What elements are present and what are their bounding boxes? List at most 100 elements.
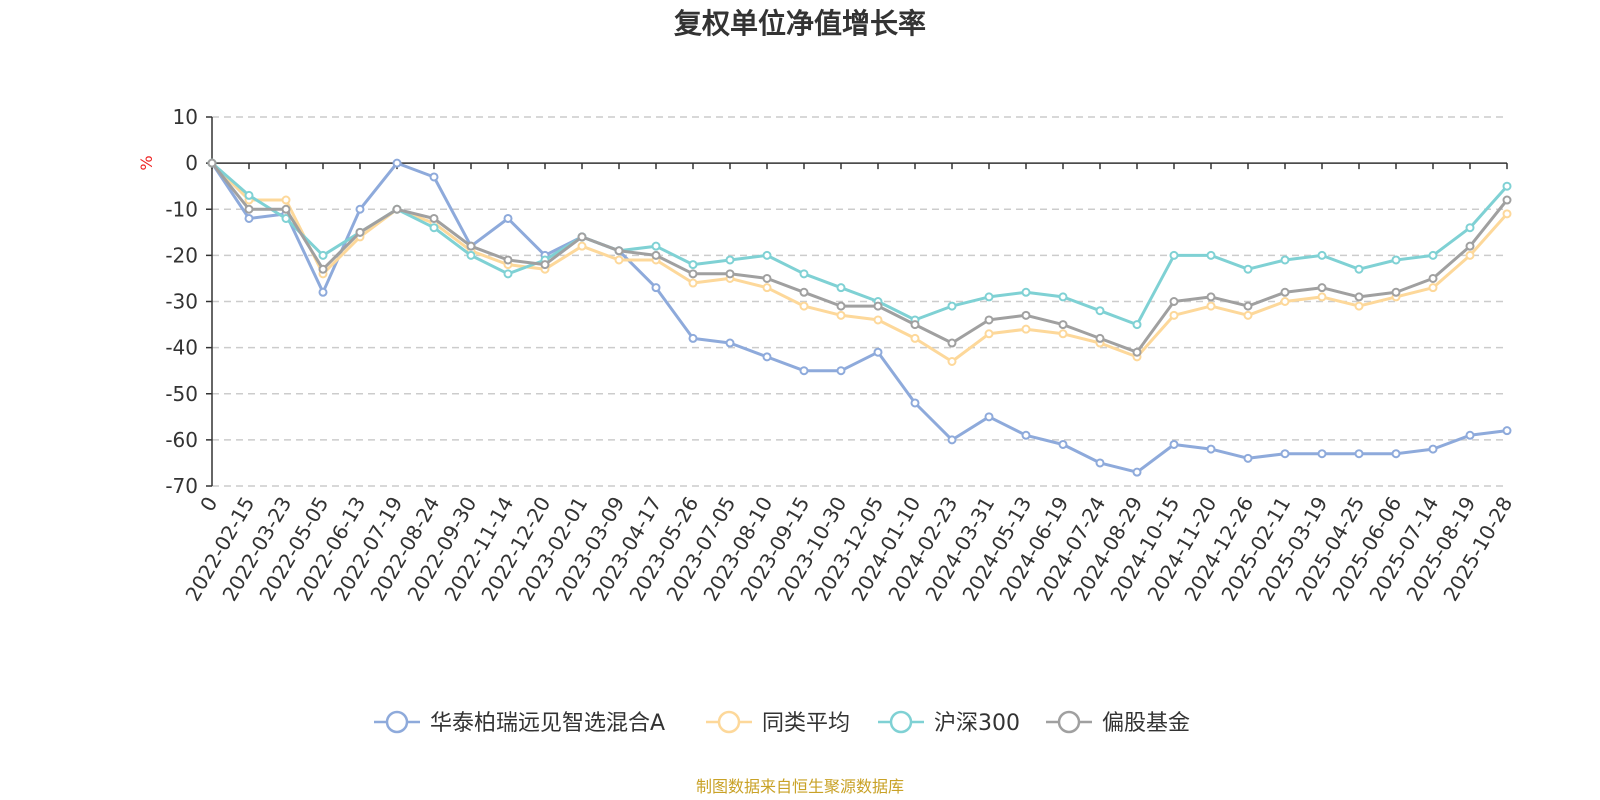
data-point	[836, 283, 846, 293]
data-point	[910, 320, 920, 330]
data-point	[1132, 467, 1142, 477]
legend: 华泰柏瑞远见智选混合A 同类平均 沪深300 偏股基金	[374, 710, 1190, 736]
y-tick-label: 0	[185, 151, 198, 175]
data-point	[1206, 301, 1216, 311]
data-point	[1428, 250, 1438, 260]
y-tick-label: 10	[173, 105, 198, 129]
y-tick-label: -10	[165, 197, 198, 221]
series-1	[207, 158, 1512, 366]
data-point	[207, 158, 217, 168]
data-point	[355, 204, 365, 214]
legend-marker	[385, 710, 409, 734]
data-point	[725, 255, 735, 265]
legend-item[interactable]: 沪深300	[878, 710, 1020, 736]
data-point	[429, 172, 439, 182]
data-point	[836, 301, 846, 311]
legend-item[interactable]: 华泰柏瑞远见智选混合A	[374, 710, 665, 736]
series-line	[210, 161, 1508, 474]
data-point	[1465, 430, 1475, 440]
data-point	[873, 347, 883, 357]
data-point	[318, 264, 328, 274]
data-point	[244, 213, 254, 223]
y-tick-label: -60	[165, 428, 198, 452]
data-point	[1206, 292, 1216, 302]
source-note: 制图数据来自恒生聚源数据库	[696, 777, 904, 796]
data-point	[503, 255, 513, 265]
data-point	[429, 223, 439, 233]
data-point	[984, 315, 994, 325]
data-point	[1169, 310, 1179, 320]
data-point	[1391, 287, 1401, 297]
data-point	[1428, 444, 1438, 454]
y-tick-label: -70	[165, 474, 198, 498]
data-point	[910, 333, 920, 343]
data-point	[318, 250, 328, 260]
data-point	[984, 292, 994, 302]
series-line	[211, 161, 1509, 327]
data-point	[1280, 297, 1290, 306]
data-point	[947, 435, 957, 445]
legend-label: 沪深300	[934, 711, 1020, 736]
series-line	[210, 162, 1509, 363]
data-point	[1428, 273, 1438, 283]
data-point	[1391, 255, 1401, 265]
data-point	[1021, 430, 1031, 440]
series-line	[210, 162, 1509, 354]
y-tick-label: -50	[165, 382, 198, 406]
data-point	[1058, 439, 1068, 449]
data-point	[1021, 310, 1031, 320]
data-point	[1465, 250, 1475, 260]
data-point	[1317, 283, 1327, 293]
data-point	[1206, 250, 1216, 260]
data-point	[1354, 301, 1364, 311]
data-point	[947, 301, 957, 311]
data-point	[799, 366, 809, 376]
data-point	[1169, 297, 1179, 306]
data-point	[577, 241, 587, 251]
data-point	[281, 213, 291, 223]
data-point	[1206, 444, 1216, 454]
data-point	[836, 310, 846, 320]
data-point	[466, 250, 476, 260]
data-point	[1243, 264, 1253, 274]
data-point	[910, 398, 920, 408]
y-tick-label: -30	[165, 290, 198, 314]
data-point	[1169, 250, 1179, 260]
legend-item[interactable]: 同类平均	[706, 710, 850, 736]
data-point	[1502, 209, 1512, 219]
y-tick-label: -20	[165, 243, 198, 267]
data-point	[1465, 241, 1475, 251]
data-point	[1354, 292, 1364, 302]
data-point	[281, 195, 291, 205]
data-point	[1354, 264, 1364, 274]
data-point	[873, 315, 883, 325]
legend-marker	[717, 710, 741, 734]
series-3	[207, 158, 1512, 357]
data-point	[1243, 453, 1253, 463]
legend-item[interactable]: 偏股基金	[1046, 710, 1190, 736]
data-point	[1169, 439, 1179, 449]
data-point	[1317, 250, 1327, 260]
y-axis-unit: %	[137, 155, 156, 170]
data-point	[688, 269, 698, 279]
data-point	[1354, 449, 1364, 459]
data-point	[1243, 301, 1253, 311]
data-point	[1058, 329, 1068, 339]
x-tick-label: 0	[195, 493, 222, 516]
data-point	[1280, 449, 1290, 459]
data-point	[688, 333, 698, 343]
data-point	[725, 269, 735, 279]
data-point	[1317, 292, 1327, 302]
data-point	[1132, 347, 1142, 357]
data-point	[688, 260, 698, 270]
data-point	[947, 356, 957, 366]
data-point	[1280, 287, 1290, 297]
data-point	[318, 287, 328, 297]
legend-label: 同类平均	[762, 711, 850, 736]
data-point	[392, 158, 402, 168]
data-point	[1465, 223, 1475, 233]
data-point	[762, 250, 772, 260]
data-point	[466, 241, 476, 251]
data-point	[577, 232, 587, 242]
